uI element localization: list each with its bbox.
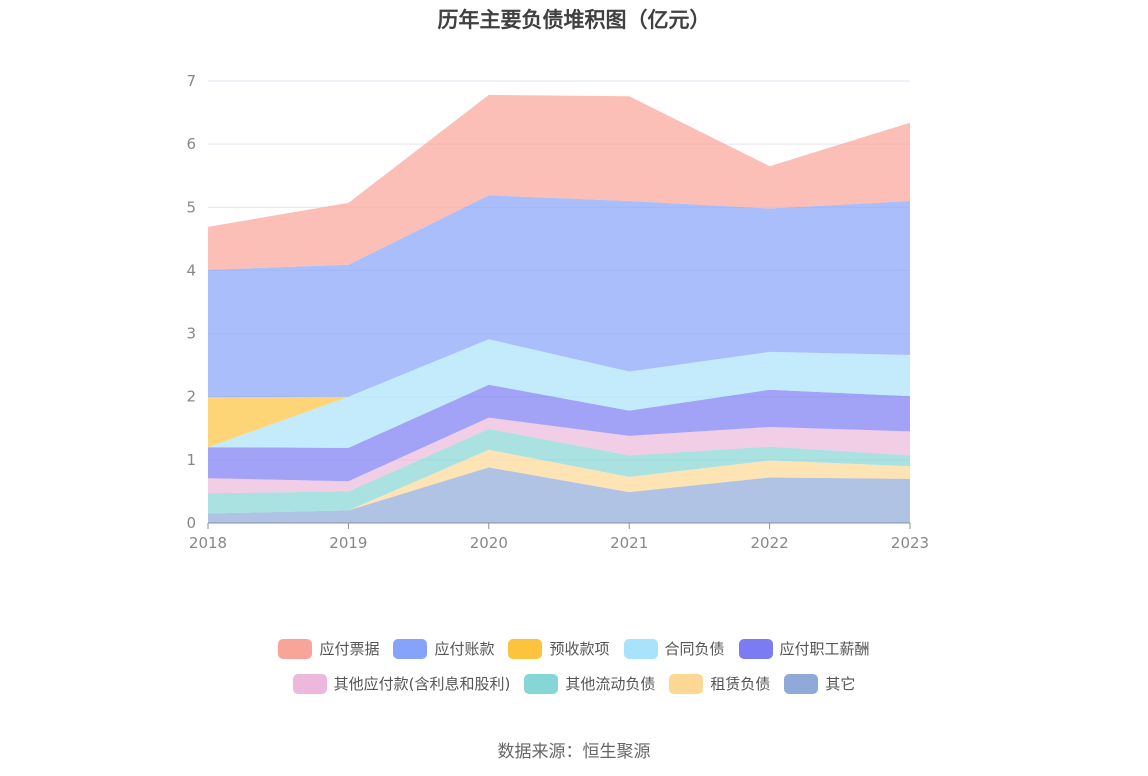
legend-item[interactable]: 预收款项 — [508, 638, 610, 659]
x-tick-label: 2019 — [329, 534, 367, 552]
stacked-area-chart: 0 1 2 3 4 5 6 7 2018 2019 2020 2021 2022 2023 — [186, 72, 929, 552]
x-tick-label: 2023 — [891, 534, 929, 552]
legend-label: 租赁负债 — [710, 675, 771, 693]
legend-label: 其它 — [825, 675, 856, 693]
area-layer — [208, 94, 910, 523]
x-tick-label: 2022 — [751, 534, 789, 552]
area-series-8 — [208, 94, 910, 270]
legend-item[interactable]: 其他应付款(含利息和股利) — [292, 673, 511, 694]
legend-item[interactable]: 租赁负债 — [669, 673, 770, 694]
legend-swatch — [393, 638, 428, 659]
legend-label: 应付职工薪酬 — [779, 640, 870, 658]
legend-swatch — [669, 673, 704, 694]
area-series-3 — [208, 417, 910, 494]
chart-title: 历年主要负债堆积图（亿元） — [437, 8, 711, 32]
x-tick-label: 2018 — [189, 534, 227, 552]
legend-item[interactable]: 应付票据 — [278, 638, 379, 659]
legend-label: 应付账款 — [434, 640, 495, 658]
area-series-2 — [208, 428, 910, 514]
area-series-5 — [208, 339, 910, 448]
area-series-1 — [208, 449, 910, 514]
y-tick-label: 7 — [186, 72, 196, 90]
legend-item[interactable]: 其他流动负债 — [524, 673, 655, 694]
data-source-note: 数据来源：恒生聚源 — [497, 742, 651, 762]
legend-swatch — [784, 673, 819, 694]
area-series-4 — [208, 384, 910, 482]
area-series-7 — [208, 195, 910, 398]
y-tick-label: 4 — [186, 261, 196, 279]
y-tick-label: 0 — [186, 514, 196, 532]
legend-swatch — [292, 673, 327, 694]
y-tick-label: 6 — [186, 135, 196, 153]
legend: 应付票据 应付账款 预收款项 合同负债 应付职工薪酬 其他应付款(含利息和股利) 其他流动… — [0, 638, 1148, 708]
legend-swatch — [738, 638, 773, 659]
legend-item[interactable]: 应付账款 — [393, 638, 494, 659]
legend-item[interactable]: 应付职工薪酬 — [738, 638, 870, 659]
legend-label: 其他应付款(含利息和股利) — [333, 675, 511, 693]
legend-swatch — [508, 638, 543, 659]
legend-label: 预收款项 — [549, 640, 610, 658]
x-tick-label: 2021 — [610, 534, 648, 552]
y-tick-label: 5 — [186, 198, 196, 216]
area-series-0 — [208, 467, 910, 523]
legend-label: 应付票据 — [319, 640, 380, 658]
legend-label: 合同负债 — [664, 640, 725, 658]
legend-row: 其他应付款(含利息和股利) 其他流动负债 租赁负债 其它 — [0, 673, 1148, 694]
y-tick-label: 2 — [186, 388, 196, 406]
legend-swatch — [278, 638, 313, 659]
legend-row: 应付票据 应付账款 预收款项 合同负债 应付职工薪酬 — [0, 638, 1148, 659]
y-tick-label: 1 — [186, 451, 196, 469]
legend-item[interactable]: 其它 — [784, 673, 855, 694]
axes: 0 1 2 3 4 5 6 7 2018 2019 2020 2021 2022 2023 — [186, 72, 929, 552]
legend-swatch — [524, 673, 559, 694]
legend-label: 其他流动负债 — [565, 675, 656, 693]
x-tick-label: 2020 — [470, 534, 508, 552]
legend-swatch — [623, 638, 658, 659]
legend-item[interactable]: 合同负债 — [623, 638, 725, 659]
y-tick-label: 3 — [186, 325, 196, 343]
